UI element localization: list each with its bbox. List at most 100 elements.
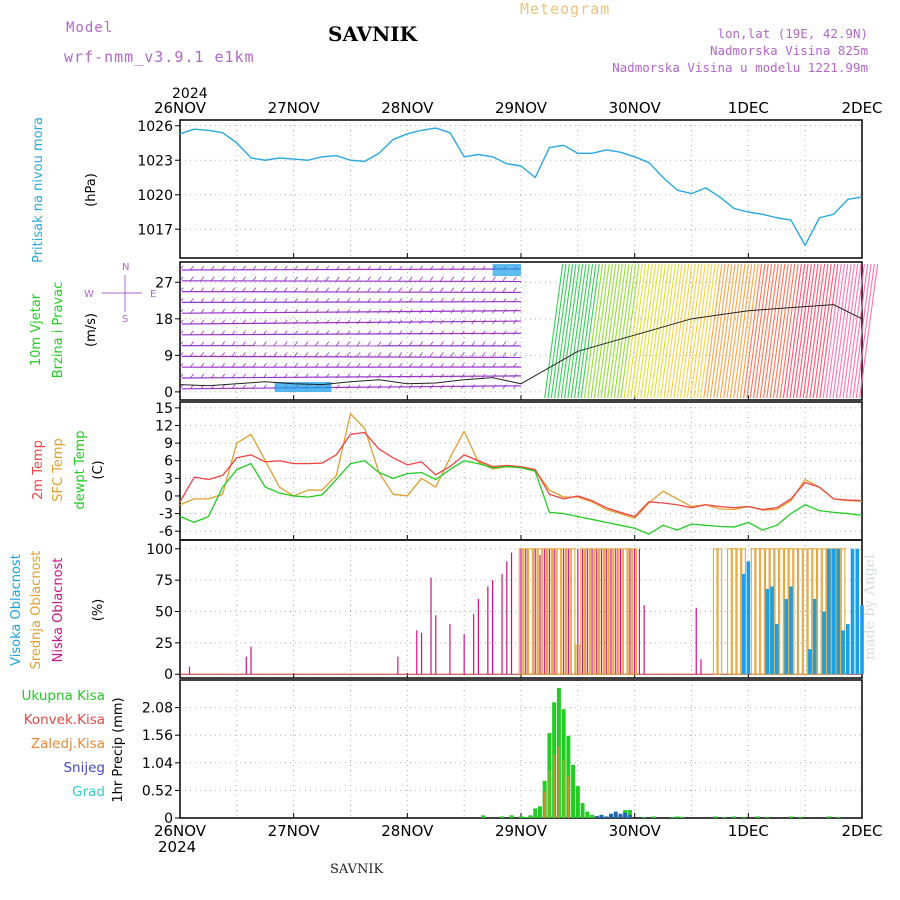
wind-hatch [557,263,577,399]
wind-barb [408,276,413,282]
wind-barb [461,330,465,336]
wind-title-label: 10m Vjetar [29,293,44,366]
wind-barb [325,330,330,336]
wind-barb [304,276,309,282]
wind-barb [294,319,298,325]
wind-hatch [686,263,706,399]
wind-barb [273,319,278,325]
temp2m-line [179,431,863,518]
wind-barb [471,373,476,379]
wind-hatch [590,263,610,399]
wind-barb [492,308,496,314]
wind-barb [398,287,403,292]
wind-barb [471,330,476,336]
wind-barb [450,373,455,379]
precip-bar [826,816,831,818]
wind-barb [231,308,236,314]
wind-barb [263,319,267,325]
wind-barb [408,384,413,390]
wind-hatch [832,263,852,399]
wind-barb [315,330,319,336]
wind-barb [388,308,392,314]
wind-hatch [772,263,792,399]
wind-barb [461,298,465,303]
x-tick-label-bottom: 26NOV [154,822,207,840]
clouds-ytick-label: 25 [155,636,173,652]
wind-barb [356,319,361,325]
wind-barb [315,276,319,282]
wind-barb-row [181,355,522,358]
wind-hatch [564,263,584,399]
wind-barb [231,287,236,292]
wind-barb-row [181,332,522,336]
wind-barb [450,276,455,282]
wind-barb [388,341,392,346]
mid-cloud-bar [603,548,609,675]
wind-hatch [845,263,865,399]
mid-cloud-bar [570,548,576,675]
wind-hatch [812,263,832,399]
wind-barb [304,330,309,336]
wind-hatch [849,263,869,399]
wind-barb [513,298,517,303]
wind-barb [283,373,288,379]
mid-cloud-bar [750,548,756,675]
wind-hatch [544,263,564,399]
wind-barb [398,373,403,379]
wind-barb [283,362,288,368]
wind-barb [200,276,205,282]
wind-barb [367,330,371,336]
wind-barb [492,287,496,292]
wind-hatch [666,263,686,399]
wind-barb [179,373,184,379]
wind-hatch [680,263,700,399]
wind-hatch [577,263,597,399]
precip-bar [580,803,585,818]
wind-direction-e: E [150,289,156,300]
wind-barb [273,287,278,292]
wind-barb [429,276,434,282]
pressure-unit-label: (hPa) [84,173,99,207]
precip-bar [741,816,746,818]
wind-hatch [842,263,862,399]
x-tick-label-top: 30NOV [609,99,662,117]
clouds-ytick-label: 50 [155,605,173,621]
wind-barb [210,276,215,282]
mid-cloud-bar [547,548,552,675]
wind-barb [273,298,278,303]
conv-precip-bar [548,770,551,818]
wind-hatch [706,263,726,399]
wind-barb [492,384,496,390]
wind-barb [388,352,392,357]
wind-barb [179,330,184,336]
wind-hatch [726,263,746,399]
wind-barb [190,287,194,292]
wind-barb [367,373,371,379]
wind-barb [294,330,298,336]
wind-barb [419,319,423,325]
wind-hatch [756,263,776,399]
wind-barb [513,373,517,379]
precip-bar [765,816,770,818]
wind-barb [304,373,309,379]
wind-barb [461,265,465,271]
high-cloud-bar [789,586,793,675]
wind-barb [398,330,403,336]
wind-barb-row [181,320,522,325]
wind-barb [304,319,309,325]
wind-barb [471,352,476,357]
wind-barb [346,362,351,368]
wind-barb [325,352,330,357]
x-tick-label-top: 29NOV [495,99,548,117]
high-cloud-bar [836,548,841,675]
wind-barb [294,352,298,357]
wind-barb [283,298,288,303]
mid-cloud-bar [736,548,742,675]
wind-barb [398,298,403,303]
wind-barb [210,341,215,346]
high-cloud-bar [784,598,789,675]
wind-barb [325,319,330,325]
wind-barb [419,308,423,314]
wind-barb [221,287,225,292]
wind-hatch [799,263,819,399]
